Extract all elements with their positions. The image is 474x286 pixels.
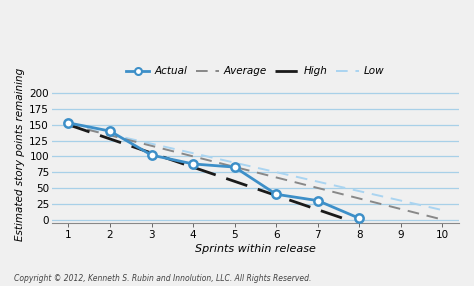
- Y-axis label: Estimated story points remaining: Estimated story points remaining: [15, 68, 25, 241]
- X-axis label: Sprints within release: Sprints within release: [195, 244, 316, 254]
- Legend: Actual, Average, High, Low: Actual, Average, High, Low: [122, 62, 389, 80]
- Text: Copyright © 2012, Kenneth S. Rubin and Innolution, LLC. All Rights Reserved.: Copyright © 2012, Kenneth S. Rubin and I…: [14, 274, 311, 283]
